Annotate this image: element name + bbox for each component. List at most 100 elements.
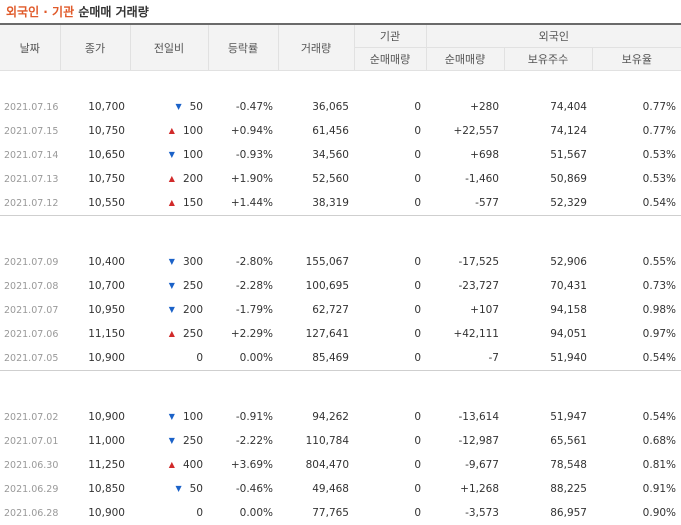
- cell-foreign-net: +107: [426, 298, 504, 322]
- change-value: 250: [183, 328, 203, 340]
- cell-volume: 804,470: [278, 453, 354, 477]
- title-accent: 외국인 · 기관: [6, 5, 74, 19]
- group-spacer: [0, 71, 681, 96]
- cell-date: 2021.07.15: [0, 119, 60, 143]
- triangle-down-icon: ▼: [169, 436, 175, 445]
- cell-close: 10,700: [60, 274, 130, 298]
- cell-holdings: 94,051: [504, 322, 592, 346]
- triangle-down-icon: ▼: [175, 484, 181, 493]
- cell-change: ▼ 50: [130, 95, 208, 119]
- cell-holdings: 74,404: [504, 95, 592, 119]
- cell-ratio: 0.68%: [592, 429, 681, 453]
- cell-date: 2021.07.05: [0, 346, 60, 371]
- cell-holdings: 70,431: [504, 274, 592, 298]
- header-holdings: 보유주수: [504, 48, 592, 71]
- group-divider: [0, 216, 681, 241]
- cell-ratio: 0.53%: [592, 167, 681, 191]
- cell-foreign-net: -1,460: [426, 167, 504, 191]
- cell-foreign-net: +280: [426, 95, 504, 119]
- cell-date: 2021.07.16: [0, 95, 60, 119]
- cell-volume: 49,468: [278, 477, 354, 501]
- cell-date: 2021.07.12: [0, 191, 60, 216]
- cell-ratio: 0.97%: [592, 322, 681, 346]
- cell-rate: -0.46%: [208, 477, 278, 501]
- cell-inst-net: 0: [354, 477, 426, 501]
- cell-date: 2021.07.13: [0, 167, 60, 191]
- cell-date: 2021.07.02: [0, 405, 60, 429]
- cell-volume: 36,065: [278, 95, 354, 119]
- cell-holdings: 51,947: [504, 405, 592, 429]
- cell-change: ▼ 100: [130, 405, 208, 429]
- cell-holdings: 78,548: [504, 453, 592, 477]
- cell-ratio: 0.77%: [592, 119, 681, 143]
- cell-holdings: 50,869: [504, 167, 592, 191]
- change-value: 400: [183, 459, 203, 471]
- cell-inst-net: 0: [354, 405, 426, 429]
- change-value: 0: [196, 352, 203, 364]
- cell-foreign-net: +42,111: [426, 322, 504, 346]
- header-foreign: 외국인: [426, 24, 681, 48]
- cell-change: ▲ 400: [130, 453, 208, 477]
- header-inst-net: 순매매량: [354, 48, 426, 71]
- cell-rate: +2.29%: [208, 322, 278, 346]
- cell-change: 0: [130, 346, 208, 371]
- triangle-down-icon: ▼: [169, 412, 175, 421]
- cell-ratio: 0.77%: [592, 95, 681, 119]
- cell-inst-net: 0: [354, 191, 426, 216]
- triangle-up-icon: ▲: [169, 126, 175, 135]
- triangle-down-icon: ▼: [169, 305, 175, 314]
- cell-close: 10,700: [60, 95, 130, 119]
- cell-close: 10,650: [60, 143, 130, 167]
- header-foreign-net: 순매매량: [426, 48, 504, 71]
- triangle-up-icon: ▲: [169, 174, 175, 183]
- cell-holdings: 94,158: [504, 298, 592, 322]
- change-value: 0: [196, 507, 203, 519]
- cell-volume: 61,456: [278, 119, 354, 143]
- cell-rate: -0.93%: [208, 143, 278, 167]
- cell-ratio: 0.53%: [592, 143, 681, 167]
- cell-change: ▼300: [130, 250, 208, 274]
- cell-foreign-net: +1,268: [426, 477, 504, 501]
- triangle-up-icon: ▲: [169, 198, 175, 207]
- cell-close: 11,250: [60, 453, 130, 477]
- cell-rate: +1.44%: [208, 191, 278, 216]
- cell-volume: 94,262: [278, 405, 354, 429]
- change-value: 200: [183, 173, 203, 185]
- cell-inst-net: 0: [354, 274, 426, 298]
- cell-change: ▼ 200: [130, 298, 208, 322]
- cell-foreign-net: -13,614: [426, 405, 504, 429]
- cell-change: ▼ 100: [130, 143, 208, 167]
- cell-foreign-net: +698: [426, 143, 504, 167]
- cell-volume: 110,784: [278, 429, 354, 453]
- header-change: 전일비: [130, 24, 208, 71]
- triangle-up-icon: ▲: [169, 329, 175, 338]
- cell-close: 10,750: [60, 119, 130, 143]
- triangle-down-icon: ▼: [175, 102, 181, 111]
- change-value: 100: [183, 149, 203, 161]
- change-value: 50: [190, 101, 203, 113]
- cell-rate: 0.00%: [208, 346, 278, 371]
- change-value: 200: [183, 304, 203, 316]
- cell-change: ▲ 250: [130, 322, 208, 346]
- cell-close: 10,400: [60, 250, 130, 274]
- cell-change: ▼ 50: [130, 477, 208, 501]
- cell-change: ▲150: [130, 191, 208, 216]
- cell-change: ▲100: [130, 119, 208, 143]
- cell-rate: +0.94%: [208, 119, 278, 143]
- cell-inst-net: 0: [354, 346, 426, 371]
- triangle-down-icon: ▼: [169, 150, 175, 159]
- change-value: 100: [183, 411, 203, 423]
- header-date: 날짜: [0, 24, 60, 71]
- cell-close: 10,900: [60, 405, 130, 429]
- triangle-up-icon: ▲: [169, 460, 175, 469]
- cell-ratio: 0.54%: [592, 191, 681, 216]
- change-value: 50: [190, 483, 203, 495]
